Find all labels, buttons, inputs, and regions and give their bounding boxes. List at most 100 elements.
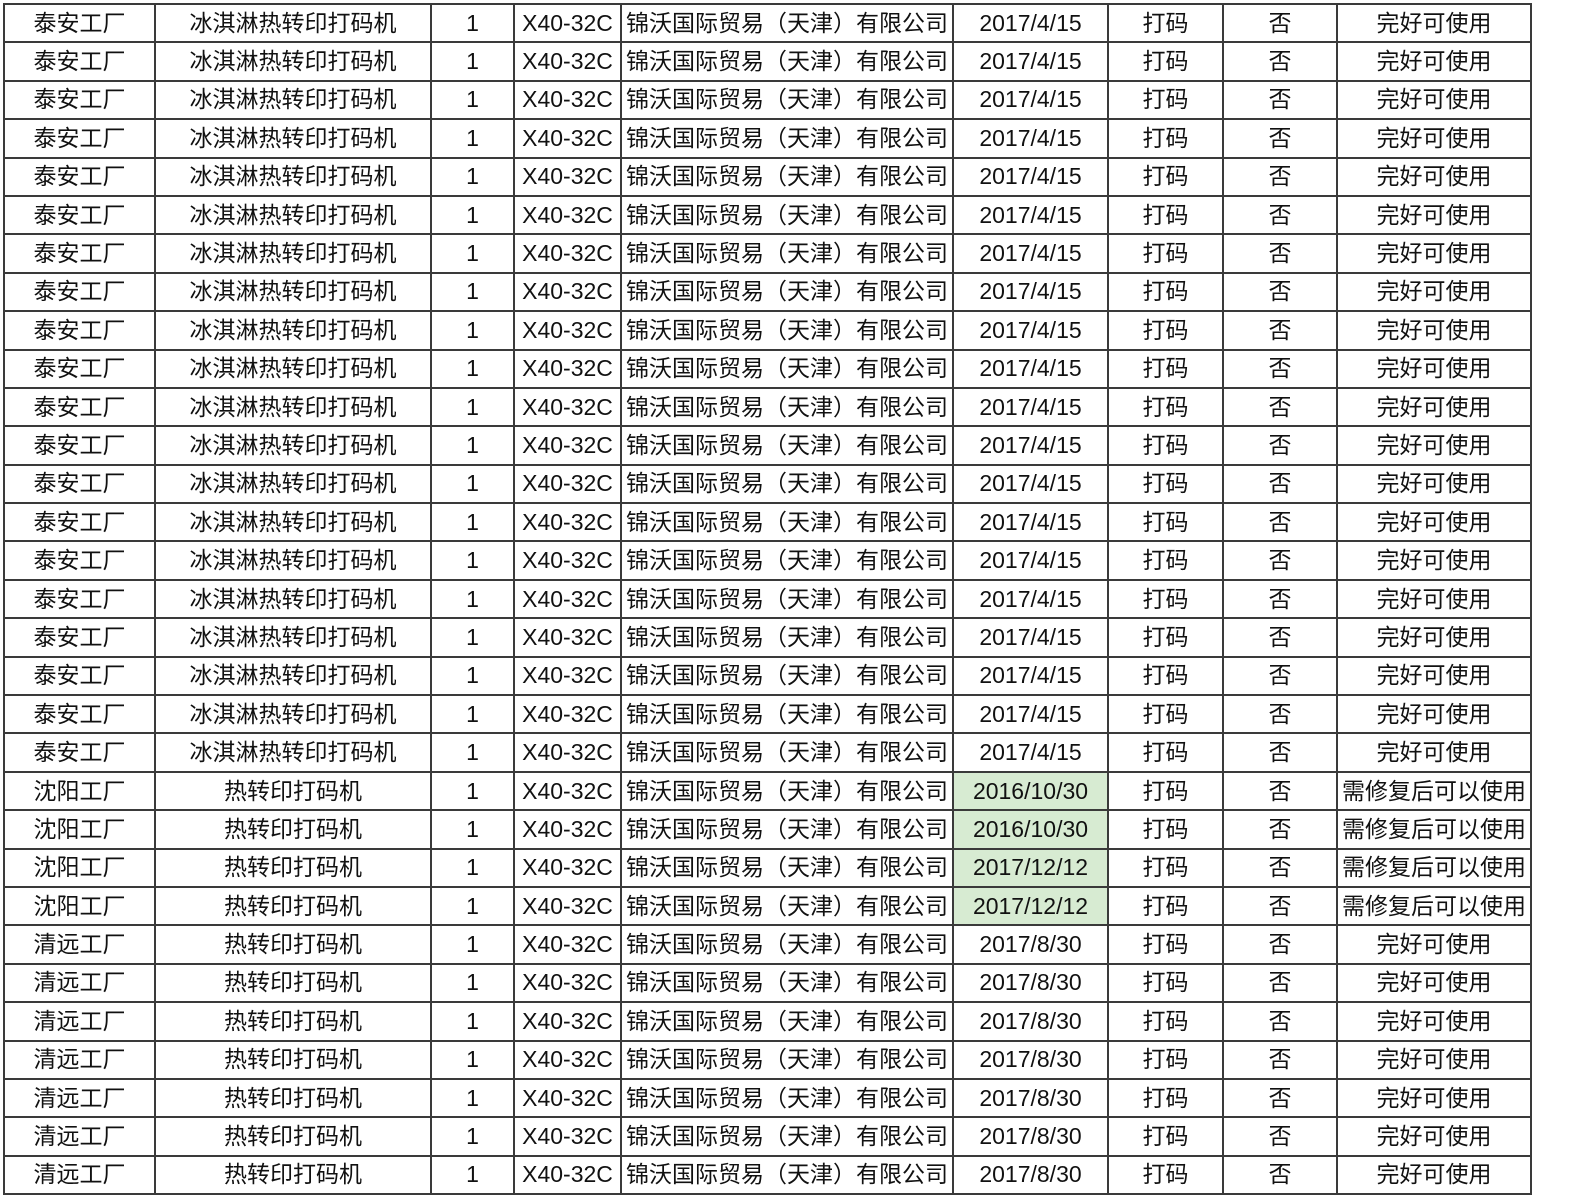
cell-purpose[interactable]: 打码: [1107, 1077, 1224, 1119]
cell-quantity[interactable]: 1: [430, 1077, 515, 1119]
cell-date[interactable]: 2017/8/30: [952, 1116, 1109, 1157]
cell-purpose[interactable]: 打码: [1107, 1116, 1224, 1157]
cell-equipment[interactable]: 冰淇淋热转印打码机: [154, 156, 432, 197]
cell-quantity[interactable]: 1: [430, 847, 515, 888]
cell-quantity[interactable]: 1: [430, 732, 515, 773]
cell-date[interactable]: 2017/4/15: [952, 732, 1109, 773]
cell-condition[interactable]: 完好可使用: [1336, 41, 1532, 82]
cell-quantity[interactable]: 1: [430, 655, 515, 697]
cell-condition[interactable]: 完好可使用: [1336, 194, 1532, 236]
cell-factory[interactable]: 泰安工厂: [3, 502, 156, 543]
cell-model[interactable]: X40-32C: [513, 1116, 622, 1157]
cell-date[interactable]: 2016/10/30: [952, 809, 1109, 850]
cell-date[interactable]: 2017/4/15: [952, 271, 1109, 313]
cell-quantity[interactable]: 1: [430, 770, 515, 812]
cell-quantity[interactable]: 1: [430, 809, 515, 850]
cell-flag[interactable]: 否: [1222, 310, 1338, 351]
cell-condition[interactable]: 完好可使用: [1336, 386, 1532, 428]
cell-model[interactable]: X40-32C: [513, 655, 622, 697]
cell-equipment[interactable]: 冰淇淋热转印打码机: [154, 617, 432, 658]
cell-flag[interactable]: 否: [1222, 732, 1338, 773]
cell-condition[interactable]: 完好可使用: [1336, 1001, 1532, 1042]
cell-supplier[interactable]: 锦沃国际贸易（天津）有限公司: [620, 617, 954, 658]
cell-date[interactable]: 2017/8/30: [952, 1077, 1109, 1119]
cell-supplier[interactable]: 锦沃国际贸易（天津）有限公司: [620, 118, 954, 159]
cell-condition[interactable]: 完好可使用: [1336, 463, 1532, 505]
cell-flag[interactable]: 否: [1222, 233, 1338, 274]
cell-condition[interactable]: 完好可使用: [1336, 2, 1532, 44]
cell-quantity[interactable]: 1: [430, 310, 515, 351]
cell-equipment[interactable]: 热转印打码机: [154, 1001, 432, 1042]
cell-supplier[interactable]: 锦沃国际贸易（天津）有限公司: [620, 502, 954, 543]
cell-equipment[interactable]: 冰淇淋热转印打码机: [154, 386, 432, 428]
cell-equipment[interactable]: 冰淇淋热转印打码机: [154, 41, 432, 82]
cell-flag[interactable]: 否: [1222, 1077, 1338, 1119]
cell-equipment[interactable]: 冰淇淋热转印打码机: [154, 348, 432, 389]
cell-flag[interactable]: 否: [1222, 118, 1338, 159]
cell-purpose[interactable]: 打码: [1107, 617, 1224, 658]
cell-quantity[interactable]: 1: [430, 348, 515, 389]
cell-flag[interactable]: 否: [1222, 1001, 1338, 1042]
cell-purpose[interactable]: 打码: [1107, 386, 1224, 428]
cell-equipment[interactable]: 热转印打码机: [154, 962, 432, 1004]
cell-date[interactable]: 2017/4/15: [952, 41, 1109, 82]
cell-supplier[interactable]: 锦沃国际贸易（天津）有限公司: [620, 809, 954, 850]
cell-date[interactable]: 2017/12/12: [952, 885, 1109, 927]
cell-purpose[interactable]: 打码: [1107, 732, 1224, 773]
cell-condition[interactable]: 完好可使用: [1336, 233, 1532, 274]
cell-factory[interactable]: 泰安工厂: [3, 233, 156, 274]
cell-factory[interactable]: 清远工厂: [3, 1154, 156, 1196]
cell-equipment[interactable]: 冰淇淋热转印打码机: [154, 463, 432, 505]
cell-supplier[interactable]: 锦沃国际贸易（天津）有限公司: [620, 79, 954, 121]
cell-purpose[interactable]: 打码: [1107, 156, 1224, 197]
cell-equipment[interactable]: 冰淇淋热转印打码机: [154, 425, 432, 466]
cell-equipment[interactable]: 冰淇淋热转印打码机: [154, 118, 432, 159]
cell-equipment[interactable]: 冰淇淋热转印打码机: [154, 233, 432, 274]
cell-quantity[interactable]: 1: [430, 1154, 515, 1196]
cell-condition[interactable]: 需修复后可以使用: [1336, 809, 1532, 850]
cell-supplier[interactable]: 锦沃国际贸易（天津）有限公司: [620, 2, 954, 44]
cell-purpose[interactable]: 打码: [1107, 233, 1224, 274]
cell-purpose[interactable]: 打码: [1107, 118, 1224, 159]
cell-supplier[interactable]: 锦沃国际贸易（天津）有限公司: [620, 463, 954, 505]
cell-factory[interactable]: 泰安工厂: [3, 2, 156, 44]
cell-supplier[interactable]: 锦沃国际贸易（天津）有限公司: [620, 348, 954, 389]
cell-supplier[interactable]: 锦沃国际贸易（天津）有限公司: [620, 962, 954, 1004]
cell-quantity[interactable]: 1: [430, 694, 515, 735]
cell-factory[interactable]: 泰安工厂: [3, 540, 156, 581]
cell-equipment[interactable]: 热转印打码机: [154, 1039, 432, 1080]
cell-equipment[interactable]: 冰淇淋热转印打码机: [154, 310, 432, 351]
cell-purpose[interactable]: 打码: [1107, 847, 1224, 888]
cell-date[interactable]: 2017/8/30: [952, 962, 1109, 1004]
cell-model[interactable]: X40-32C: [513, 79, 622, 121]
cell-date[interactable]: 2017/4/15: [952, 156, 1109, 197]
cell-quantity[interactable]: 1: [430, 962, 515, 1004]
cell-equipment[interactable]: 热转印打码机: [154, 809, 432, 850]
cell-purpose[interactable]: 打码: [1107, 655, 1224, 697]
cell-supplier[interactable]: 锦沃国际贸易（天津）有限公司: [620, 386, 954, 428]
cell-supplier[interactable]: 锦沃国际贸易（天津）有限公司: [620, 310, 954, 351]
cell-supplier[interactable]: 锦沃国际贸易（天津）有限公司: [620, 233, 954, 274]
cell-purpose[interactable]: 打码: [1107, 463, 1224, 505]
cell-purpose[interactable]: 打码: [1107, 194, 1224, 236]
cell-model[interactable]: X40-32C: [513, 1001, 622, 1042]
cell-model[interactable]: X40-32C: [513, 1039, 622, 1080]
cell-factory[interactable]: 泰安工厂: [3, 425, 156, 466]
cell-model[interactable]: X40-32C: [513, 809, 622, 850]
cell-model[interactable]: X40-32C: [513, 348, 622, 389]
cell-date[interactable]: 2017/4/15: [952, 118, 1109, 159]
cell-model[interactable]: X40-32C: [513, 156, 622, 197]
cell-date[interactable]: 2017/4/15: [952, 2, 1109, 44]
cell-supplier[interactable]: 锦沃国际贸易（天津）有限公司: [620, 1116, 954, 1157]
cell-supplier[interactable]: 锦沃国际贸易（天津）有限公司: [620, 194, 954, 236]
cell-condition[interactable]: 完好可使用: [1336, 732, 1532, 773]
cell-factory[interactable]: 泰安工厂: [3, 271, 156, 313]
cell-date[interactable]: 2017/12/12: [952, 847, 1109, 888]
cell-supplier[interactable]: 锦沃国际贸易（天津）有限公司: [620, 885, 954, 927]
cell-condition[interactable]: 完好可使用: [1336, 578, 1532, 620]
cell-condition[interactable]: 完好可使用: [1336, 694, 1532, 735]
cell-flag[interactable]: 否: [1222, 847, 1338, 888]
cell-model[interactable]: X40-32C: [513, 578, 622, 620]
cell-model[interactable]: X40-32C: [513, 847, 622, 888]
cell-quantity[interactable]: 1: [430, 1001, 515, 1042]
